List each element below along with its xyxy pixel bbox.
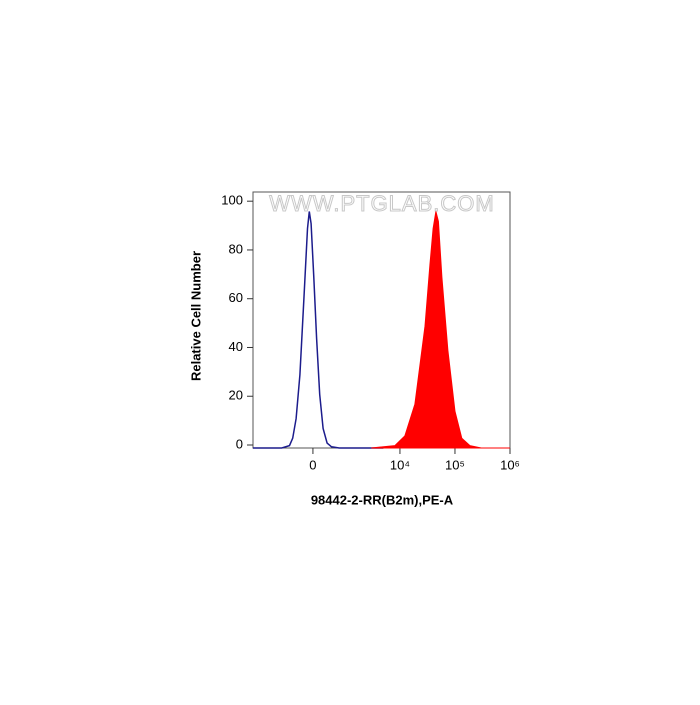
x-tick-label: 0 [309, 457, 316, 472]
y-tick-label: 20 [229, 388, 243, 403]
x-tick-label: 10⁵ [445, 457, 465, 472]
histogram-area [371, 211, 510, 449]
y-tick-label: 80 [229, 241, 243, 256]
histogram-line [253, 211, 384, 449]
x-tick-label: 10⁴ [390, 457, 410, 472]
x-tick-label: 10⁶ [500, 457, 520, 472]
y-tick-label: 40 [229, 339, 243, 354]
x-axis-label: 98442-2-RR(B2m),PE-A [311, 492, 454, 507]
y-tick-label: 0 [236, 436, 243, 451]
y-tick-label: 100 [221, 193, 243, 208]
y-tick-label: 60 [229, 290, 243, 305]
y-axis-label: Relative Cell Number [188, 251, 203, 381]
watermark: WWW.PTGLAB.COM [269, 191, 494, 216]
